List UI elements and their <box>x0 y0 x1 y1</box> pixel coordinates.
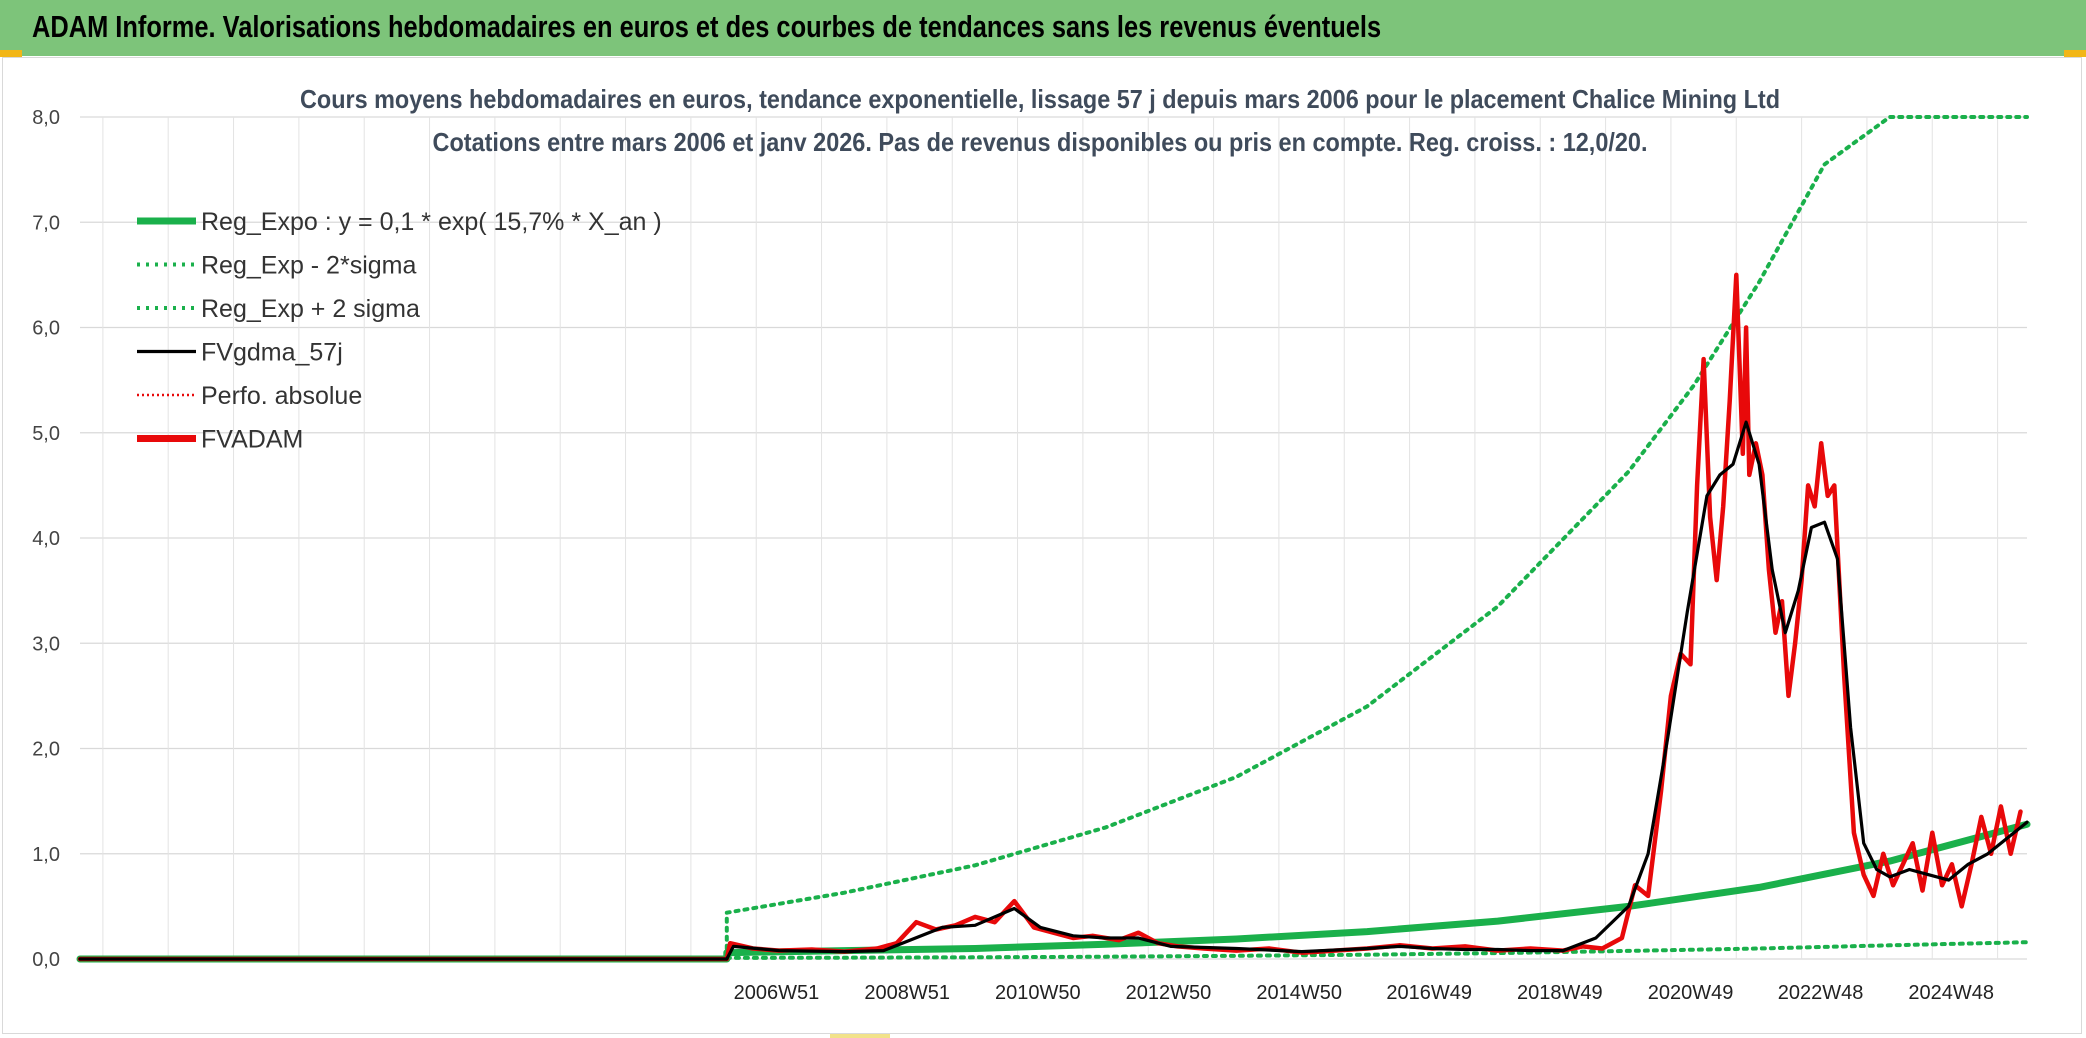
title-accent-left <box>0 50 22 57</box>
x-axis-ticks: 2006W51 2008W51 2010W50 2012W50 2014W50 2016W… <box>734 982 1994 1004</box>
chart-grid <box>80 116 2027 960</box>
x-tick-label: 2024W48 <box>1908 982 1994 1004</box>
y-tick-label: 2,0 <box>32 739 60 761</box>
legend-label: Perfo. absolue <box>201 382 362 410</box>
y-tick-label: 3,0 <box>32 633 60 655</box>
y-tick-label: 1,0 <box>32 844 60 866</box>
legend-label: FVADAM <box>201 426 303 454</box>
chart-frame <box>2 57 2082 1034</box>
y-tick-label: 0,0 <box>32 949 60 971</box>
bottom-accent <box>830 1034 890 1038</box>
y-tick-label: 7,0 <box>32 212 60 234</box>
x-tick-label: 2010W50 <box>995 982 1081 1004</box>
chart-titles: Cours moyens hebdomadaires en euros, ten… <box>300 84 1780 157</box>
series-line-5 <box>77 272 2023 962</box>
series-line-3 <box>78 420 2029 961</box>
legend-label: Reg_Exp - 2*sigma <box>201 252 416 280</box>
x-tick-label: 2006W51 <box>734 982 820 1004</box>
y-tick-label: 8,0 <box>32 107 60 129</box>
y-tick-label: 4,0 <box>32 528 60 550</box>
legend: Reg_Expo : y = 0,1 * exp( 15,7% * X_an )… <box>137 208 662 454</box>
legend-label: FVgdma_57j <box>201 339 343 367</box>
chart-title: Cours moyens hebdomadaires en euros, ten… <box>300 84 1780 114</box>
legend-label: Reg_Exp + 2 sigma <box>201 295 420 323</box>
y-axis-ticks: 0,0 1,0 2,0 3,0 4,0 5,0 6,0 7,0 8,0 <box>32 107 60 971</box>
chart-series <box>76 115 2031 963</box>
title-accent-right <box>2064 50 2086 57</box>
y-tick-label: 5,0 <box>32 423 60 445</box>
x-tick-label: 2018W49 <box>1517 982 1603 1004</box>
legend-label: Reg_Expo : y = 0,1 * exp( 15,7% * X_an ) <box>201 208 662 236</box>
title-bar: ADAM Informe. Valorisations hebdomadaire… <box>0 0 2086 57</box>
x-tick-label: 2008W51 <box>864 982 950 1004</box>
x-tick-label: 2016W49 <box>1386 982 1472 1004</box>
series-line-2 <box>78 115 2029 961</box>
y-tick-label: 6,0 <box>32 318 60 340</box>
x-tick-label: 2014W50 <box>1256 982 1342 1004</box>
x-tick-label: 2022W48 <box>1778 982 1864 1004</box>
page-title: ADAM Informe. Valorisations hebdomadaire… <box>32 9 1382 44</box>
x-tick-label: 2020W49 <box>1648 982 1734 1004</box>
chart-subtitle: Cotations entre mars 2006 et janv 2026. … <box>433 127 1648 157</box>
x-tick-label: 2012W50 <box>1126 982 1212 1004</box>
